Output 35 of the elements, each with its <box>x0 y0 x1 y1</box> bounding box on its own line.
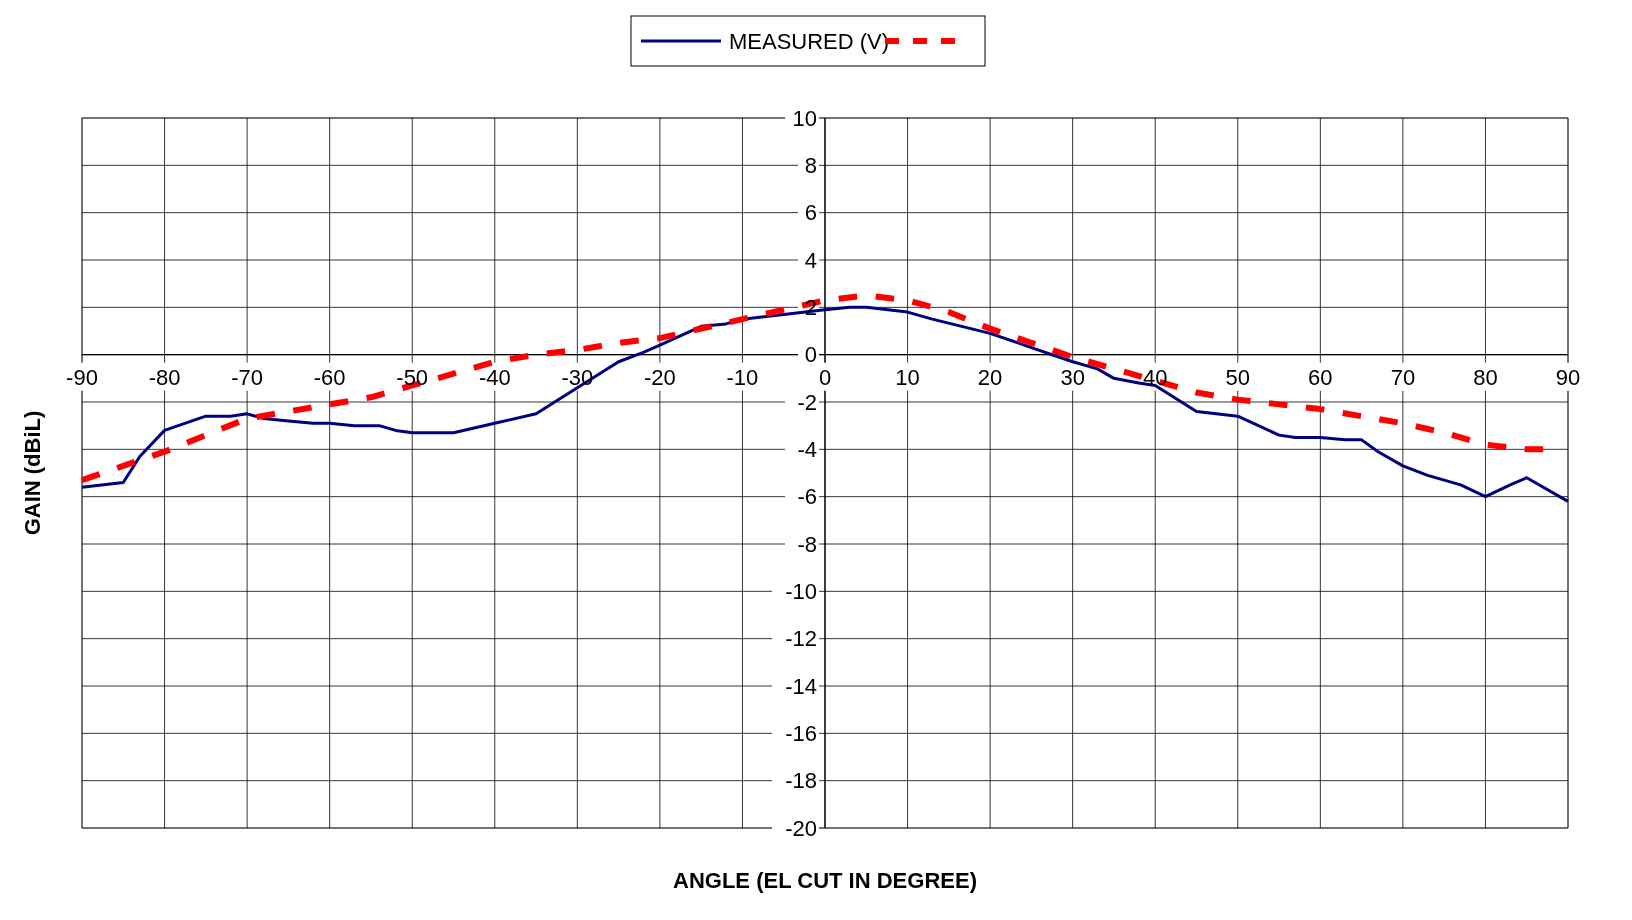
y-tick-label: -4 <box>797 437 817 463</box>
x-tick-label: -30 <box>561 364 594 390</box>
y-tick-label: -12 <box>785 626 817 652</box>
x-tick-label: 90 <box>1555 364 1581 390</box>
y-tick-label: 10 <box>792 105 817 131</box>
y-tick-label: -14 <box>785 673 817 699</box>
x-tick-label: -70 <box>231 364 264 390</box>
y-tick-label: 6 <box>804 200 817 226</box>
x-tick-label: -50 <box>396 364 429 390</box>
x-axis-title: ANGLE (EL CUT IN DEGREE) <box>673 868 977 893</box>
x-tick-label: 20 <box>977 364 1003 390</box>
x-tick-label: -10 <box>726 364 759 390</box>
x-tick-label: 30 <box>1060 364 1085 390</box>
x-tick-label: 50 <box>1225 364 1251 390</box>
x-tick-label: 60 <box>1308 364 1333 390</box>
x-tick-label: 80 <box>1473 364 1498 390</box>
y-tick-label: 2 <box>804 295 817 321</box>
x-tick-label: -40 <box>478 364 511 390</box>
y-tick-label: -8 <box>797 531 817 557</box>
x-tick-label: -80 <box>148 364 181 390</box>
y-tick-label: -20 <box>785 815 817 841</box>
y-axis-title: GAIN (dBiL) <box>20 410 45 536</box>
y-tick-label: -16 <box>785 721 817 747</box>
x-tick-label: -90 <box>66 364 98 390</box>
x-tick-label: -60 <box>313 364 346 390</box>
y-tick-label: -10 <box>785 579 817 605</box>
x-tick-label: 70 <box>1390 364 1416 390</box>
y-tick-label: -6 <box>797 484 817 510</box>
x-tick-label: 10 <box>895 364 920 390</box>
x-tick-label: -20 <box>643 364 676 390</box>
y-tick-label: -18 <box>785 768 817 794</box>
y-tick-label: 4 <box>804 247 817 273</box>
y-tick-label: -2 <box>797 389 817 415</box>
y-tick-label: 8 <box>804 153 817 179</box>
y-tick-label: 0 <box>804 342 817 368</box>
